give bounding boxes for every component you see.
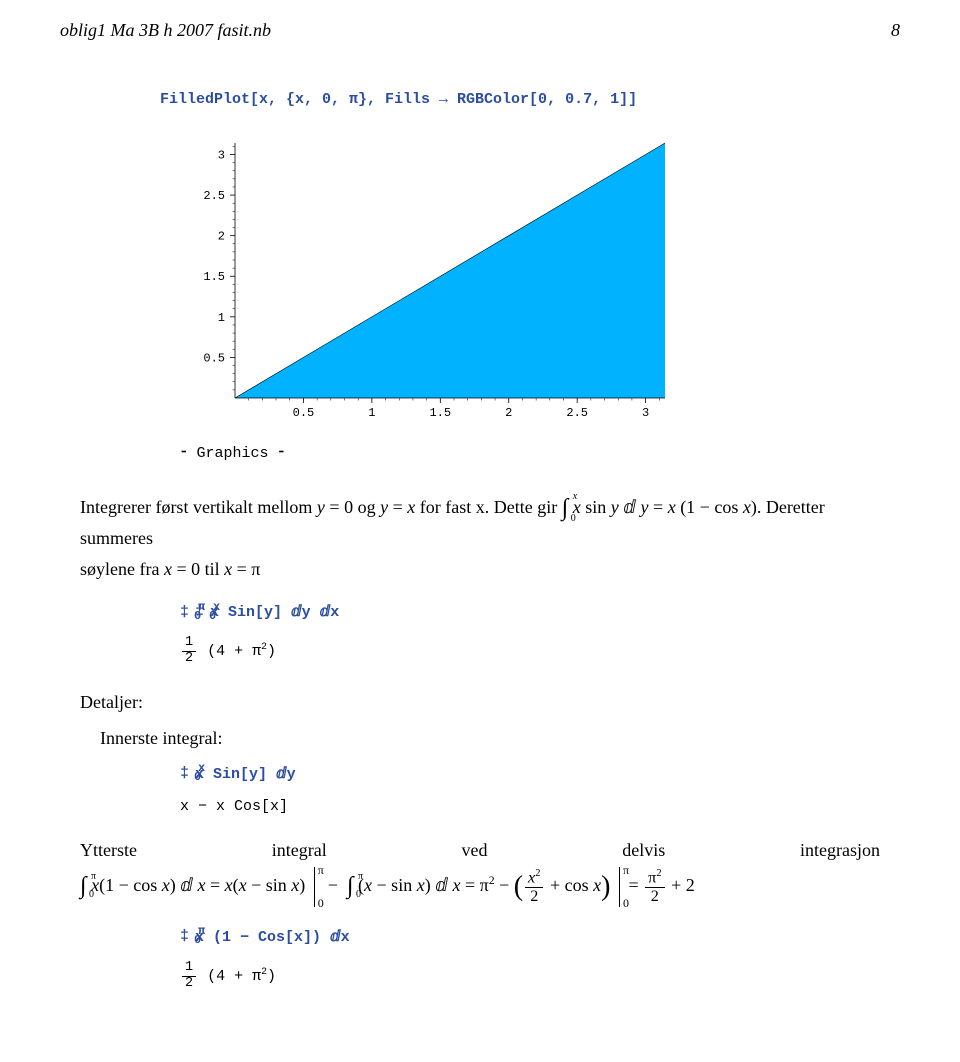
output-3: 12 (4 + π2)	[180, 961, 900, 992]
doc-title: oblig1 Ma 3B h 2007 fasit.nb	[60, 20, 271, 41]
w4: delvis	[622, 840, 665, 861]
graphics-tag: ⁃ Graphics ⁃	[180, 443, 900, 462]
paragraph-1: Integrerer først vertikalt mellom y = 0 …	[80, 492, 880, 551]
svg-text:1: 1	[218, 311, 225, 325]
svg-text:2.5: 2.5	[203, 189, 225, 203]
svg-text:0.5: 0.5	[203, 351, 225, 365]
output-3-rest: (4 + π2)	[207, 968, 276, 985]
svg-text:2: 2	[505, 406, 512, 420]
output-2: x − x Cos[x]	[180, 798, 900, 815]
frac-den-3: 2	[182, 977, 196, 992]
svg-text:3: 3	[642, 406, 649, 420]
integral-code-3: x (1 − Cos[x]) ⅆx	[195, 929, 350, 946]
integral-code-2: x Sin[y] ⅆy	[195, 766, 296, 783]
integral-code: x Sin[y] ⅆy ⅆx	[210, 604, 339, 621]
text: for fast x. Dette gir	[415, 497, 561, 517]
frac-num-3: 1	[182, 961, 196, 977]
ytterste-line: Ytterste integral ved delvis integrasjon	[80, 840, 880, 861]
w1: Ytterste	[80, 840, 137, 861]
svg-text:2: 2	[218, 230, 225, 244]
text: til	[200, 559, 224, 579]
w3: ved	[461, 840, 487, 861]
ytterste-equation: ∫π0 x(1 − cos x) ⅆ x = x(x − sin x) π0 −…	[80, 867, 880, 907]
frac-den: 2	[182, 652, 196, 667]
outer-integral-input: ‡π0 x (1 − Cos[x]) ⅆx	[180, 927, 900, 946]
output-2-text: x − x Cos[x]	[180, 798, 288, 815]
svg-text:1: 1	[368, 406, 375, 420]
svg-text:0.5: 0.5	[293, 406, 315, 420]
page-number: 8	[891, 20, 900, 41]
paragraph-2: søylene fra x = 0 til x = π	[80, 557, 880, 582]
svg-text:2.5: 2.5	[566, 406, 588, 420]
integral-icon: ∫x0	[562, 492, 569, 526]
code-filledplot: FilledPlot[x, {x, 0, π}, Fills → RGBColo…	[160, 91, 900, 108]
svg-text:1.5: 1.5	[203, 270, 225, 284]
w2: integral	[272, 840, 327, 861]
frac-num: 1	[182, 636, 196, 652]
output-rest: (4 + π2)	[207, 643, 276, 660]
double-integral-input: ‡π0 ‡x0 x Sin[y] ⅆy ⅆx	[180, 602, 900, 621]
w5: integrasjon	[800, 840, 880, 861]
text: og	[353, 497, 380, 517]
detaljer-label: Detaljer:	[80, 692, 880, 713]
filled-plot-chart: 0.5 1 1.5 2 2.5 3 0.5 1 1.5 2 2.5 3	[180, 128, 900, 433]
svg-text:1.5: 1.5	[430, 406, 452, 420]
svg-text:3: 3	[218, 148, 225, 162]
inner-integral-input: ‡x0 x Sin[y] ⅆy	[180, 764, 900, 783]
text: søylene fra	[80, 559, 164, 579]
text: Integrerer først vertikalt mellom	[80, 497, 317, 517]
innerste-label: Innerste integral:	[100, 728, 880, 749]
output-1: 12 (4 + π2)	[180, 636, 900, 667]
